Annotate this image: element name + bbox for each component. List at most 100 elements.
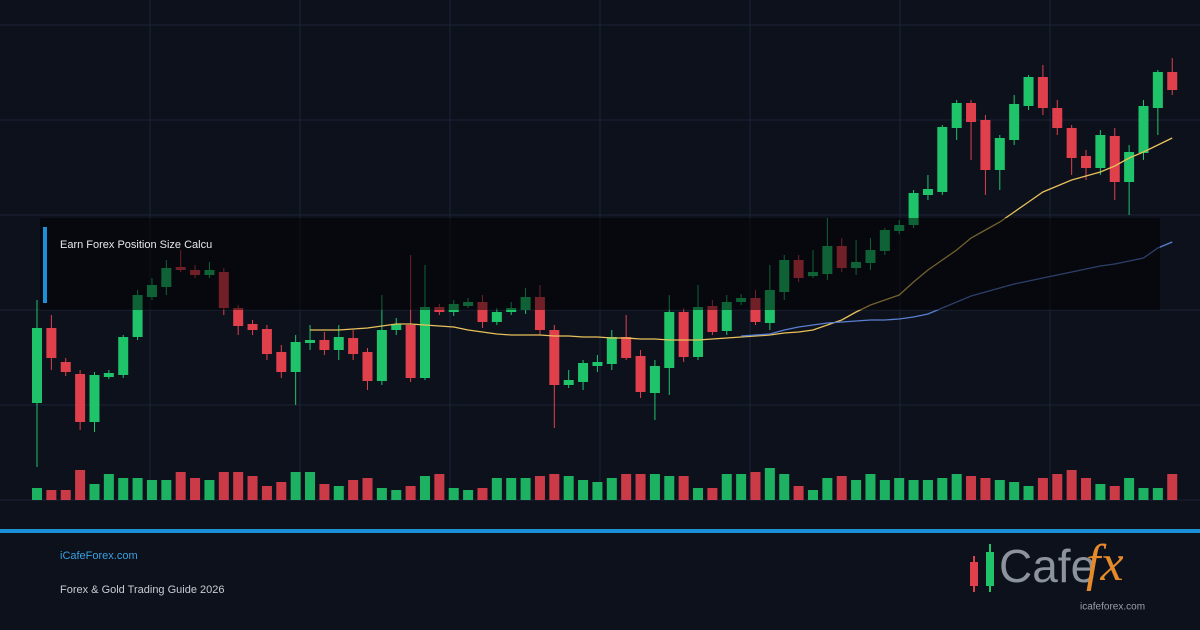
candle-body: [908, 193, 919, 225]
volume-bar: [578, 480, 589, 500]
volume-bar: [46, 490, 57, 500]
volume-bar: [951, 474, 962, 500]
volume-bar: [1138, 488, 1149, 500]
candle-body: [333, 337, 344, 350]
candle-body: [1109, 136, 1120, 182]
volume-bar: [89, 484, 100, 500]
candle-body: [362, 352, 373, 381]
candle-body: [376, 330, 387, 381]
moving-average-line: [310, 137, 1173, 341]
volume-bar: [75, 470, 86, 500]
volume-bar: [103, 474, 114, 500]
candle-body: [419, 307, 430, 378]
candle-body: [290, 342, 301, 372]
volume-bar: [1066, 470, 1077, 500]
volume-bar: [1052, 474, 1063, 500]
candle-body: [319, 340, 330, 350]
volume-bar: [894, 478, 905, 500]
volume-bar: [649, 474, 660, 500]
logo-mark: fx: [1086, 535, 1124, 592]
volume-bar: [419, 476, 430, 500]
volume-bar: [60, 490, 71, 500]
candle-body: [649, 366, 660, 393]
volume-bar: [1109, 486, 1120, 500]
volume-bar: [807, 490, 818, 500]
volume-bar: [966, 476, 977, 500]
volume-bar: [477, 488, 488, 500]
volume-bar: [391, 490, 402, 500]
volume-bar: [922, 480, 933, 500]
volume-bar: [994, 480, 1005, 500]
volume-bar: [1037, 478, 1048, 500]
volume-bar: [233, 472, 244, 500]
candle-body: [1052, 108, 1063, 128]
volume-bar: [549, 474, 560, 500]
volume-bar: [132, 478, 143, 500]
volume-bar: [793, 486, 804, 500]
candle-body: [46, 328, 57, 358]
volume-bar: [118, 478, 129, 500]
candle-body: [721, 302, 732, 331]
volume-bar: [1023, 486, 1034, 500]
volume-bar: [362, 478, 373, 500]
candle-body: [1009, 104, 1020, 140]
candle-body: [405, 325, 416, 378]
candle-body: [1167, 72, 1178, 90]
volume-bar: [563, 476, 574, 500]
volume-bar: [463, 490, 474, 500]
volume-bar: [319, 484, 330, 500]
volume-bar: [635, 474, 646, 500]
volume-bar: [1124, 478, 1135, 500]
candle-body: [348, 338, 359, 354]
candle-body: [606, 337, 617, 364]
volume-bar: [204, 480, 215, 500]
volume-bar: [32, 488, 42, 500]
candle-body: [678, 312, 689, 357]
volume-bar: [736, 474, 747, 500]
logo-icon: [970, 544, 994, 592]
candle-body: [563, 380, 574, 385]
candle-body: [132, 295, 143, 337]
footer-site: iCafeForex.com: [60, 550, 138, 562]
volume-bar: [822, 478, 833, 500]
volume-bar: [261, 486, 272, 500]
volume-bar: [506, 478, 517, 500]
candle-body: [1037, 77, 1048, 108]
candle-body: [994, 138, 1005, 170]
volume-bar: [1009, 482, 1020, 500]
candle-body: [635, 356, 646, 392]
volume-bar: [750, 472, 761, 500]
volume-bar: [678, 476, 689, 500]
candle-body: [32, 328, 42, 403]
volume-bar: [161, 480, 172, 500]
volume-bar: [491, 478, 502, 500]
volume-bar: [980, 478, 991, 500]
volume-bar: [146, 480, 157, 500]
overlay-accent: [43, 227, 47, 303]
candle-body: [276, 352, 287, 372]
volume-bar: [290, 472, 301, 500]
divider: [0, 529, 1200, 533]
candle-body: [89, 375, 100, 422]
candle-body: [1081, 156, 1092, 168]
volume-bar: [621, 474, 632, 500]
volume-bar: [865, 474, 876, 500]
volume-bar: [534, 476, 545, 500]
candle-body: [980, 120, 991, 170]
volume-bar: [434, 474, 445, 500]
volume-bar: [1095, 484, 1106, 500]
candle-body: [1124, 152, 1135, 182]
volume-bar: [937, 478, 948, 500]
candle-body: [118, 337, 129, 375]
volume-bar: [836, 476, 847, 500]
volume-bar: [218, 472, 229, 500]
candle-body: [477, 302, 488, 322]
candle-body: [60, 362, 71, 372]
volume-bar: [707, 488, 718, 500]
volume-bar: [908, 480, 919, 500]
candle-body: [951, 103, 962, 128]
volume-bar: [664, 476, 675, 500]
volume-bar: [520, 478, 531, 500]
